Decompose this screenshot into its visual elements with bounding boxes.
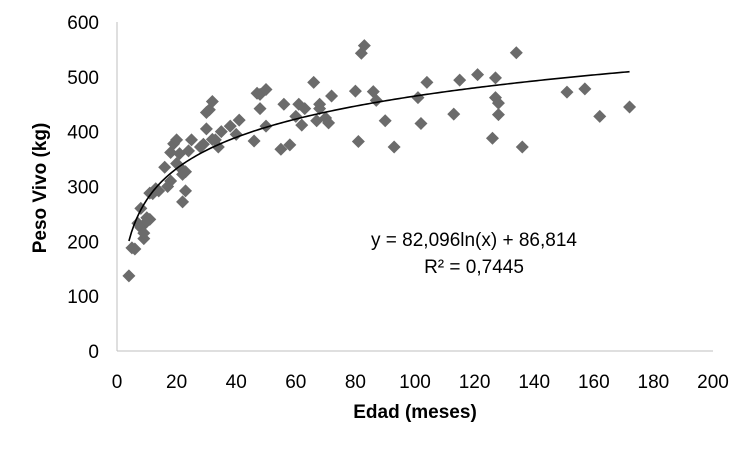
data-point — [179, 165, 193, 179]
data-point — [298, 102, 312, 116]
data-point — [253, 102, 267, 116]
data-point — [229, 127, 243, 141]
data-point — [357, 39, 371, 53]
y-tick-label: 500 — [67, 68, 99, 89]
data-point — [623, 100, 637, 114]
data-point — [179, 184, 193, 198]
data-point — [170, 133, 184, 147]
x-axis-title: Edad (meses) — [353, 402, 477, 423]
x-tick-label: 20 — [166, 372, 187, 393]
y-tick-label: 0 — [88, 342, 99, 363]
trendline-r-squared: R² = 0,7445 — [424, 257, 524, 278]
data-point — [199, 122, 213, 136]
y-tick-label: 200 — [67, 232, 99, 253]
data-point — [307, 75, 321, 89]
data-point — [485, 131, 499, 145]
x-tick-label: 140 — [518, 372, 550, 393]
data-point — [277, 97, 291, 111]
plot-area — [116, 22, 713, 352]
data-point — [214, 125, 228, 139]
x-tick-label: 80 — [345, 372, 366, 393]
trendline-equation: y = 82,096ln(x) + 86,814 — [371, 230, 577, 251]
y-tick-label: 400 — [67, 123, 99, 144]
data-point — [176, 195, 190, 209]
y-axis-tick-labels: 0 100 200 300 400 500 600 — [67, 13, 99, 363]
data-point — [387, 140, 401, 154]
data-point — [164, 174, 178, 188]
data-point — [411, 91, 425, 105]
data-point — [488, 71, 502, 85]
data-point — [578, 82, 592, 96]
data-point — [560, 85, 574, 99]
x-tick-label: 180 — [638, 372, 670, 393]
data-point — [515, 140, 529, 154]
data-point — [509, 46, 523, 60]
y-tick-label: 600 — [67, 13, 99, 34]
data-point — [223, 119, 237, 133]
data-point — [491, 96, 505, 110]
data-point — [185, 133, 198, 147]
data-point — [158, 160, 172, 174]
data-point — [471, 68, 485, 82]
data-point — [420, 75, 434, 89]
data-point — [196, 137, 210, 151]
data-point — [414, 116, 428, 130]
x-tick-label: 120 — [459, 372, 491, 393]
data-point — [274, 142, 288, 156]
data-point — [205, 95, 219, 109]
data-point — [491, 108, 505, 122]
x-tick-label: 160 — [578, 372, 610, 393]
trendline — [128, 70, 630, 242]
data-point — [447, 107, 461, 121]
data-point — [247, 134, 261, 148]
data-point — [259, 119, 273, 133]
y-axis-title: Peso Vivo (kg) — [30, 123, 51, 254]
x-tick-label: 100 — [399, 372, 431, 393]
data-point — [259, 82, 273, 96]
data-point — [295, 118, 309, 132]
data-point — [325, 89, 339, 103]
x-tick-label: 0 — [112, 372, 123, 393]
data-point — [128, 242, 142, 256]
data-point — [182, 144, 196, 158]
data-point — [453, 73, 467, 87]
data-point — [322, 116, 336, 130]
x-axis-tick-labels: 0 20 40 60 80 100 120 140 160 180 200 — [112, 372, 729, 393]
x-tick-label: 200 — [697, 372, 729, 393]
data-point — [137, 226, 151, 240]
y-tick-label: 100 — [67, 287, 99, 308]
x-tick-label: 40 — [226, 372, 247, 393]
x-tick-label: 60 — [285, 372, 306, 393]
data-point — [348, 84, 362, 98]
data-point — [593, 109, 607, 123]
data-point — [143, 212, 157, 226]
data-point — [232, 113, 246, 127]
data-point — [378, 114, 392, 128]
data-point — [351, 135, 365, 149]
data-point — [283, 138, 297, 152]
data-point — [122, 269, 136, 283]
data-point — [313, 102, 327, 116]
y-tick-label: 300 — [67, 178, 99, 199]
data-points — [122, 39, 637, 283]
